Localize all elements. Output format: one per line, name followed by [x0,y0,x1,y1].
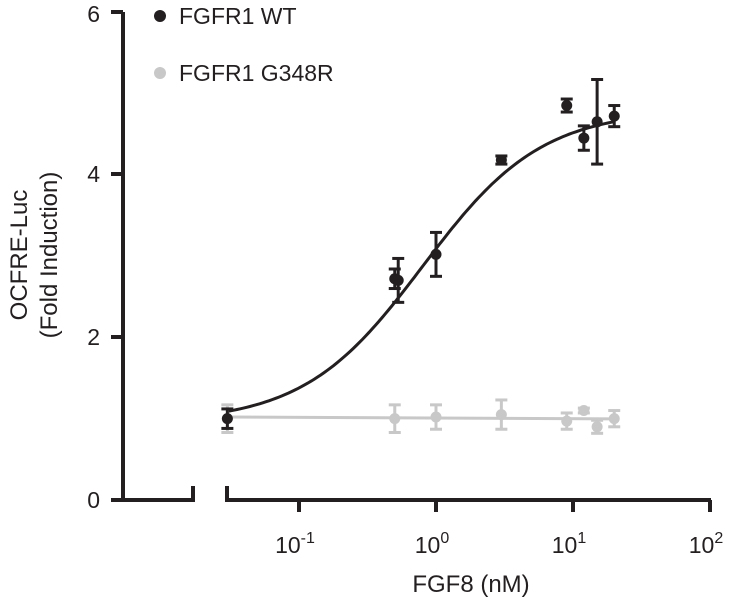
marker-wt [430,248,442,260]
data-points [221,78,621,435]
data-point-g348r [430,403,442,431]
data-point-wt [221,407,234,430]
x-axis-line [225,486,711,502]
marker-wt [495,154,507,166]
y-tick-label: 4 [87,161,100,187]
y-axis-line [121,12,195,502]
data-point-wt [608,104,621,129]
fit-curve-g348r [227,415,615,421]
data-point-wt [430,230,442,278]
legend-label-wt: FGFR1 WT [179,3,297,29]
axes [121,12,711,502]
legend-item-g348r: FGFR1 G348R [154,60,334,86]
marker-g348r [591,421,603,433]
data-point-g348r [591,418,604,435]
x-axis-title: FGF8 (nM) [412,571,529,598]
data-point-g348r [577,405,590,417]
y-tick-label: 6 [87,1,100,27]
data-point-g348r [608,409,621,429]
marker-wt [392,274,404,286]
y-ticks: 0 2 4 6 [87,1,123,513]
y-axis-title-line2: (Fold Induction) [36,172,63,339]
legend-marker-g348r [154,67,166,79]
x-tick-label: 102 [689,530,724,558]
marker-wt [578,132,590,144]
data-point-wt [495,154,508,166]
marker-g348r [578,405,590,417]
legend-marker-wt [154,10,166,22]
legend-item-wt: FGFR1 WT [154,3,297,29]
data-point-wt [392,256,405,304]
marker-g348r [495,409,507,421]
x-tick-label: 100 [415,530,450,558]
y-tick-label: 2 [87,324,100,350]
x-tick-label: 101 [552,530,587,558]
marker-wt [591,116,603,128]
legend-label-g348r: FGFR1 G348R [179,60,334,86]
data-point-g348r [495,398,508,431]
marker-g348r [389,413,401,425]
x-ticks: 10-1 100 101 102 [275,500,723,558]
marker-wt [221,413,233,425]
y-axis-title-line1: OCFRE-Luc [6,190,33,321]
marker-wt [561,100,573,112]
fit-curve-wt [227,120,615,413]
data-point-wt [591,78,604,166]
data-point-g348r [560,411,573,431]
x-tick-label: 10-1 [275,530,315,558]
legend: FGFR1 WT FGFR1 G348R [154,3,334,86]
data-point-wt [577,124,590,152]
fit-curves [227,120,615,421]
marker-g348r [608,413,620,425]
marker-wt [608,110,620,122]
marker-g348r [430,411,442,423]
data-point-wt [560,97,573,114]
y-tick-label: 0 [87,487,100,513]
data-point-g348r [388,403,401,434]
marker-g348r [561,415,573,427]
